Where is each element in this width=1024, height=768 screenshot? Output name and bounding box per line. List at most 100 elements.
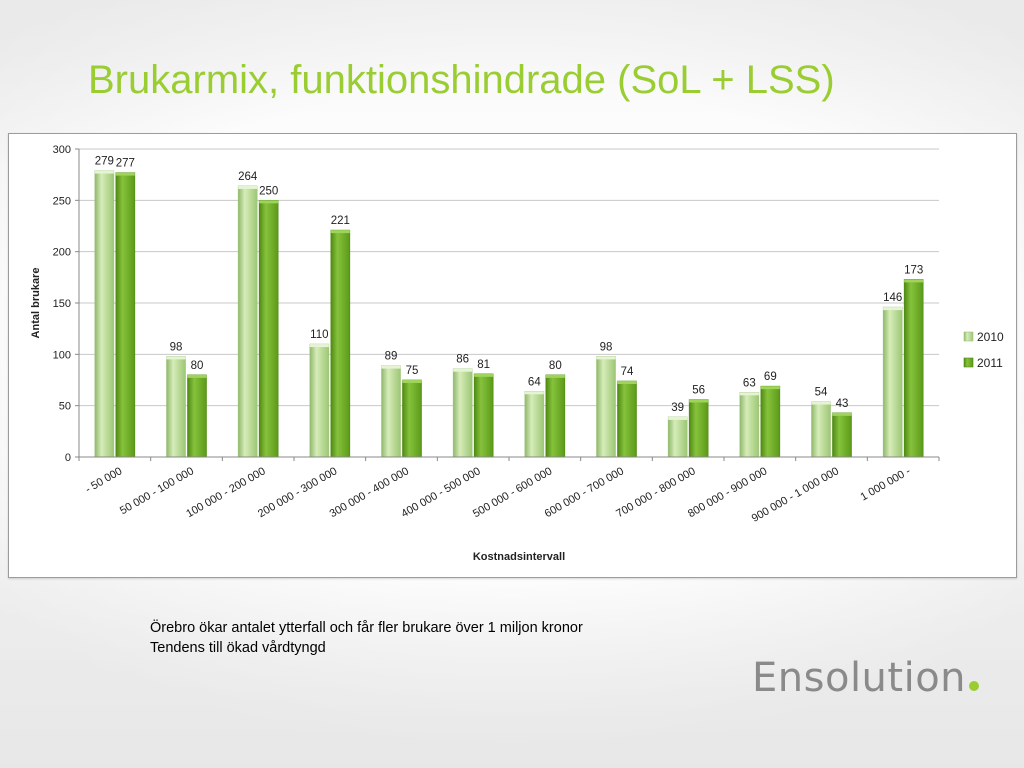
bar-cap-2010 (238, 185, 258, 189)
bar-cap-2011 (904, 279, 924, 283)
data-label-2011: 74 (621, 366, 634, 378)
data-label-2010: 98 (170, 341, 183, 353)
bar-2011 (688, 399, 709, 458)
y-tick-label: 300 (53, 144, 71, 156)
bar-cap-2010 (739, 392, 759, 396)
bar-cap-2010 (524, 391, 544, 395)
data-label-2011: 75 (406, 365, 419, 377)
bar-2010 (811, 401, 831, 458)
y-tick-label: 0 (65, 452, 71, 464)
x-axis-title: Kostnadsintervall (473, 551, 565, 563)
chart-frame: 279 277 98 80 264 250 110 221 89 75 86 81 64 80 98 74 39… (8, 133, 1017, 578)
bar-2010 (166, 356, 186, 458)
data-label-2010: 89 (385, 351, 398, 363)
bar-2010 (882, 306, 903, 458)
data-label-2010: 98 (600, 341, 613, 353)
legend-swatch-2010 (963, 331, 974, 342)
bar-cap-2011 (115, 172, 135, 176)
y-tick-label: 50 (59, 401, 71, 413)
bar-2010 (596, 356, 616, 458)
bar-2010 (452, 368, 473, 458)
x-tick-label: 200 000 - 300 000 (256, 465, 339, 520)
x-tick-label: 100 000 - 200 000 (184, 465, 267, 520)
bar-2011 (187, 374, 207, 458)
ensolution-logo: Ensolution (752, 655, 980, 701)
bar-cap-2010 (309, 344, 329, 348)
bar-2010 (94, 170, 115, 458)
x-tick-label: 300 000 - 400 000 (328, 465, 411, 520)
bar-cap-2010 (453, 368, 473, 372)
bar-2011 (832, 412, 852, 458)
bar-2010 (381, 365, 401, 458)
bar-cap-2011 (760, 386, 780, 390)
data-label-2010: 39 (671, 402, 684, 414)
bar-2011 (402, 379, 422, 458)
data-label-2010: 264 (238, 171, 258, 183)
bar-cap-2011 (259, 200, 279, 204)
data-label-2011: 277 (116, 158, 135, 170)
x-tick-label: - 50 000 (83, 465, 124, 496)
data-label-2011: 250 (259, 185, 278, 197)
bar-2010 (309, 343, 330, 458)
bar-cap-2011 (187, 374, 207, 378)
data-label-2011: 80 (549, 360, 562, 372)
slide-title: Brukarmix, funktionshindrade (SoL + LSS) (88, 58, 835, 102)
bar-cap-2011 (402, 380, 422, 383)
bar-cap-2010 (811, 401, 831, 405)
slide-caption: Örebro ökar antalet ytterfall och får fl… (150, 618, 583, 658)
data-label-2011: 43 (836, 398, 849, 410)
bar-cap-2011 (689, 399, 709, 403)
bar-2011 (330, 229, 351, 458)
bar-cap-2010 (94, 170, 114, 174)
data-label-2010: 146 (883, 292, 902, 304)
x-tick-label: 1 000 000 - (858, 465, 912, 503)
x-tick-label: 700 000 - 800 000 (614, 465, 697, 520)
data-label-2010: 110 (310, 329, 328, 341)
logo-dot-icon (969, 681, 980, 691)
bar-2010 (667, 416, 688, 458)
y-tick-label: 200 (53, 247, 71, 259)
bar-cap-2010 (668, 416, 688, 420)
x-tick-label: 500 000 - 600 000 (471, 465, 554, 520)
legend-label-2010: 2010 (977, 330, 1004, 344)
x-tick-label: 600 000 - 700 000 (543, 465, 626, 520)
bar-2010 (524, 390, 545, 458)
bar-2011 (258, 200, 279, 458)
bar-2011 (617, 380, 637, 458)
logo-text: Ensolution (752, 655, 967, 701)
x-tick-label: 400 000 - 500 000 (399, 465, 482, 520)
bar-2011 (903, 279, 924, 458)
bar-2010 (739, 392, 760, 458)
y-tick-label: 250 (53, 195, 71, 207)
data-label-2011: 80 (191, 360, 204, 372)
y-axis-title: Antal brukare (30, 268, 42, 339)
data-label-2011: 69 (764, 371, 777, 383)
bar-cap-2011 (330, 230, 350, 234)
bar-2010 (237, 185, 258, 458)
bar-cap-2011 (474, 373, 494, 377)
data-label-2010: 54 (815, 387, 828, 399)
data-label-2011: 81 (477, 359, 490, 371)
bar-cap-2011 (617, 381, 637, 385)
bar-cap-2010 (166, 356, 186, 360)
bar-cap-2011 (832, 412, 852, 416)
y-tick-label: 150 (53, 298, 71, 310)
data-label-2010: 63 (743, 377, 756, 389)
caption-line-1: Örebro ökar antalet ytterfall och får fl… (150, 620, 583, 636)
data-label-2010: 279 (95, 156, 114, 168)
legend-swatch-2011 (963, 357, 974, 368)
bar-cap-2010 (596, 356, 616, 360)
data-label-2010: 86 (456, 354, 469, 366)
caption-line-2: Tendens till ökad vårdtyngd (150, 640, 326, 656)
bar-cap-2010 (883, 307, 903, 311)
legend-label-2011: 2011 (977, 356, 1003, 370)
data-label-2011: 173 (904, 264, 923, 276)
bar-cap-2010 (381, 365, 401, 369)
data-label-2011: 221 (331, 215, 350, 227)
bar-2011 (473, 373, 494, 458)
y-tick-label: 100 (53, 349, 71, 361)
data-label-2011: 56 (692, 385, 705, 397)
bar-2011 (760, 385, 781, 458)
data-label-2010: 64 (528, 376, 541, 388)
